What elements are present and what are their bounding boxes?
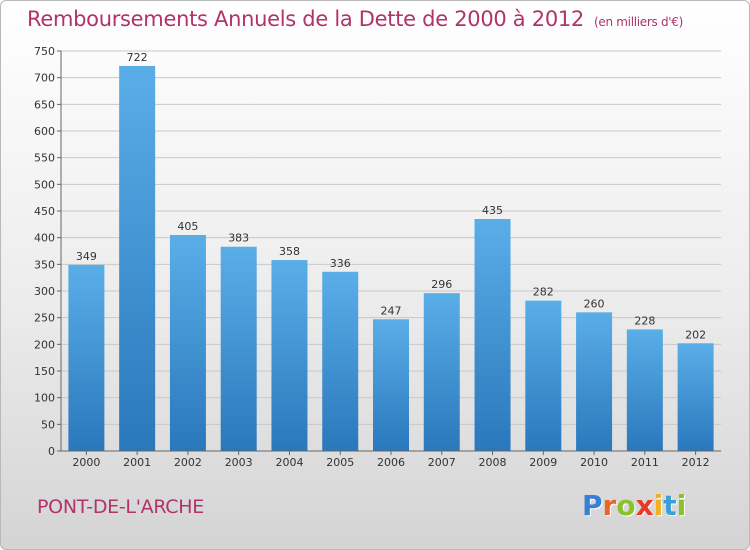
y-axis: 0 50 100 150 200 250 300 350 400 450 500 550 600 650 7… (34, 45, 62, 458)
bar-value-label: 336 (330, 257, 351, 270)
x-tick-label: 2010 (580, 456, 608, 469)
x-tick-label: 2008 (479, 456, 507, 469)
y-tick-label: 250 (34, 312, 55, 325)
bar-value-label: 405 (177, 220, 198, 233)
x-tick-label: 2007 (428, 456, 456, 469)
bar-value-label: 358 (279, 245, 300, 258)
x-tick-label: 2006 (377, 456, 405, 469)
bar-value-label: 722 (127, 51, 148, 64)
bar-value-label: 228 (634, 314, 655, 327)
x-tick-label: 2004 (275, 456, 303, 469)
bar-value-label: 282 (533, 286, 554, 299)
bar-value-label: 435 (482, 204, 503, 217)
y-tick-label: 700 (34, 72, 55, 85)
logo-letter: o (616, 489, 636, 522)
x-tick-label: 2011 (631, 456, 659, 469)
bar-value-label: 202 (685, 328, 706, 341)
logo-letter: t (663, 489, 677, 522)
y-tick-label: 150 (34, 365, 55, 378)
y-tick-label: 400 (34, 232, 55, 245)
y-tick-label: 50 (41, 418, 55, 431)
bar-value-label: 260 (584, 297, 605, 310)
title-text: Remboursements Annuels de la Dette de 20… (27, 7, 584, 31)
bar (525, 300, 562, 451)
bar (169, 235, 206, 451)
x-tick-label: 2002 (174, 456, 202, 469)
bar (271, 260, 308, 451)
logo-letter: r (602, 489, 617, 522)
y-tick-label: 500 (34, 178, 55, 191)
bar (373, 319, 409, 451)
bar (220, 246, 257, 451)
logo-letter: i (653, 489, 664, 522)
y-tick-label: 600 (34, 125, 55, 138)
bar (576, 312, 613, 451)
x-tick-label: 2000 (72, 456, 100, 469)
y-tick-label: 650 (34, 98, 55, 111)
x-tick-label: 2012 (682, 456, 710, 469)
x-tick-label: 2001 (123, 456, 151, 469)
bar-value-label: 349 (76, 250, 97, 263)
y-tick-label: 0 (48, 445, 55, 458)
x-axis: 2000 2001 2002 2003 2004 2005 2006 2007 2008 2009… (61, 450, 721, 469)
logo-letter: i (676, 489, 687, 522)
y-tick-label: 100 (34, 392, 55, 405)
y-tick-label: 750 (34, 45, 55, 58)
x-tick-label: 2003 (225, 456, 253, 469)
logo-letter: P (582, 489, 603, 522)
bar (677, 343, 714, 451)
y-tick-label: 550 (34, 152, 55, 165)
bar (423, 293, 460, 451)
y-tick-label: 300 (34, 285, 55, 298)
bar (474, 219, 511, 451)
bar (119, 65, 156, 451)
bar-value-label: 247 (381, 304, 402, 317)
x-tick-label: 2005 (326, 456, 354, 469)
bar (322, 271, 359, 451)
proxiti-logo[interactable]: Proxiti (582, 489, 686, 522)
logo-letter: x (635, 489, 654, 522)
bar-value-label: 383 (228, 232, 249, 245)
y-tick-label: 450 (34, 205, 55, 218)
bar (68, 264, 105, 451)
y-tick-label: 350 (34, 258, 55, 271)
bars: 349 722 405 383 358 336 247 296 435 282 260 228 202 (68, 51, 714, 451)
y-tick-label: 200 (34, 338, 55, 351)
x-tick-label: 2009 (529, 456, 557, 469)
chart-title: Remboursements Annuels de la Dette de 20… (27, 7, 683, 31)
place-name: PONT-DE-L'ARCHE (37, 496, 204, 518)
bar (626, 329, 663, 451)
bar-value-label: 296 (431, 278, 452, 291)
unit-label: (en milliers d'€) (594, 15, 684, 29)
